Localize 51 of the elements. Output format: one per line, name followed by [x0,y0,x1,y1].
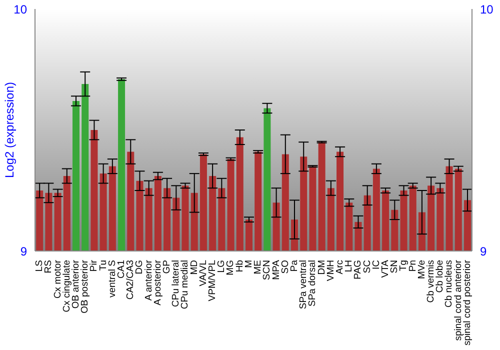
x-tick-label: ventral S [106,260,118,298]
x-tick-label: LH [344,260,355,272]
x-tick-label: RS [43,260,54,274]
x-tick-label: spinal cord anterior [452,260,464,341]
x-tick-label: MVe [416,260,428,280]
x-tick-label: CPu medial [180,260,191,310]
x-tick-label: OB anterior [70,260,82,309]
x-tick-label: MPA [270,259,282,280]
x-tick-label: CA1 [116,260,127,278]
y-axis-title: Log2 (expression) [2,82,16,178]
x-tick-label: DM [316,260,328,275]
x-tick-label: ME [252,260,264,274]
x-tick-label: Cb nucleus [444,260,455,308]
x-tick-label: CA2/CA3 [125,260,136,300]
x-tick-label: VTA [380,259,392,278]
x-tick-label: PAG [352,260,364,280]
x-tick-label: VA/VL [198,260,209,286]
x-tick-label: SN [389,260,400,274]
x-tick-label: spinal cord posterior [462,260,473,346]
x-tick-label: Pir [88,260,100,272]
x-tick-label: Pa [288,259,300,272]
x-tick-label: Cx motor [52,260,64,299]
x-tick-label: Cb vermis [426,260,437,303]
y2-tick-label: 9 [480,244,487,258]
x-tick-label: SO [280,260,291,274]
x-tick-label: Arc [334,260,346,274]
x-tick-label: Hb [234,260,246,272]
x-tick-label: Tu [98,260,109,271]
x-tick-label: IC [370,260,382,270]
x-tick-label: A anterior [143,260,154,301]
x-tick-label: LG [216,260,228,273]
x-tick-label: SC [362,260,373,274]
x-tick-label: MG [225,260,236,276]
x-tick-label: OB posterior [80,260,91,314]
x-tick-label: SCN [262,260,273,280]
x-tick-label: LS [34,260,46,272]
x-tick-label: Tg [398,260,410,272]
x-tick-label: M [243,260,254,268]
x-tick-label: VMH [325,260,336,282]
x-tick-label: MD [188,260,200,275]
x-tick-label: DG [134,260,146,274]
x-tick-label: SPa ventral [298,260,310,310]
x-tick-label: VPM/VPL [207,260,218,302]
x-tick-label: GP [162,260,173,274]
x-tick-label: A posterior [152,260,164,306]
x-tick-label: Pn [407,260,418,272]
x-tick-label: Cb lobe [434,260,446,293]
x-tick-label: Cx cingulate [61,260,72,312]
x-tick-label: SPa dorsal [307,260,318,306]
y2-tick-label: 10 [480,2,494,16]
x-tick-label: CPu lateral [170,260,182,307]
